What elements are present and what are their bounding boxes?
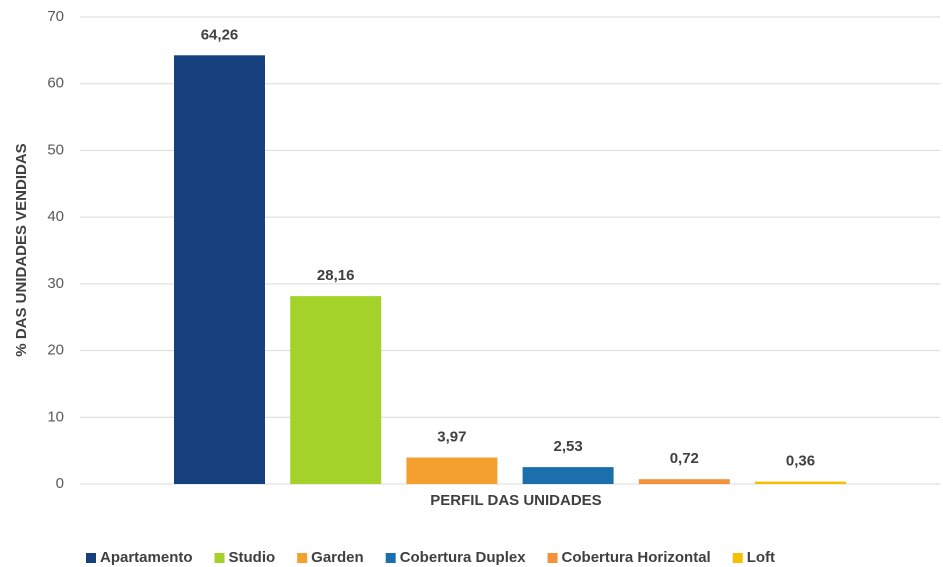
legend-label: Apartamento (100, 549, 193, 566)
data-label: 0,72 (670, 450, 699, 467)
data-label: 3,97 (437, 428, 466, 445)
y-tick-label: 60 (47, 75, 64, 92)
bar (406, 457, 498, 484)
bar (755, 481, 846, 484)
data-label: 28,16 (317, 267, 355, 284)
y-tick-label: 0 (56, 475, 64, 492)
y-tick-label: 50 (47, 141, 64, 158)
legend-label: Garden (311, 549, 364, 566)
y-tick-label: 70 (47, 8, 64, 25)
data-label: 2,53 (553, 438, 582, 455)
bar (522, 467, 614, 484)
legend-swatch (547, 553, 558, 563)
data-label: 0,36 (786, 453, 815, 470)
y-tick-label: 20 (47, 342, 64, 359)
data-label: 64,26 (201, 26, 239, 43)
legend-swatch (297, 553, 308, 563)
legend-swatch (732, 553, 743, 563)
bar (638, 479, 730, 484)
legend-label: Studio (229, 549, 276, 566)
legend-label: Cobertura Horizontal (562, 549, 711, 566)
legend-swatch (214, 553, 225, 563)
x-axis-label: PERFIL DAS UNIDADES (430, 492, 601, 509)
y-tick-label: 10 (47, 408, 64, 425)
legend-swatch (385, 553, 396, 563)
bar (174, 55, 265, 484)
y-tick-label: 40 (47, 208, 64, 225)
bar (290, 296, 382, 484)
legend-swatch (86, 553, 96, 563)
y-axis-label: % DAS UNIDADES VENDIDAS (13, 143, 30, 356)
legend-label: Cobertura Duplex (400, 549, 527, 566)
y-tick-label: 30 (47, 275, 64, 292)
legend-label: Loft (747, 549, 775, 566)
